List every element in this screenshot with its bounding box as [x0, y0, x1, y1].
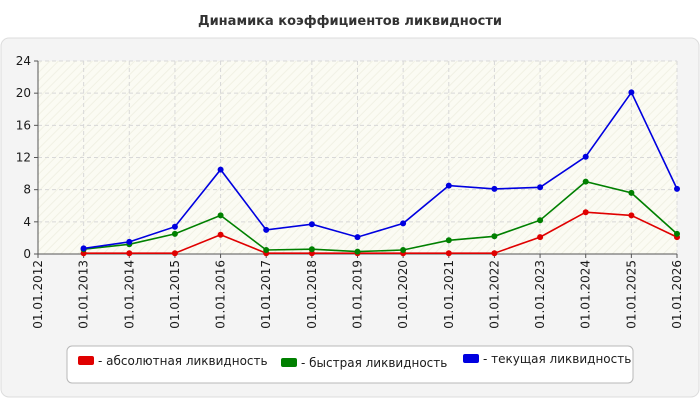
data-point-series-1 — [217, 212, 224, 219]
data-point-series-1 — [263, 247, 270, 253]
data-point-series-1 — [354, 248, 361, 255]
x-tick-label: 01.01.2024 — [579, 260, 593, 329]
data-point-series-0 — [217, 231, 224, 238]
data-point-series-2 — [171, 223, 178, 230]
y-tick-label: 4 — [23, 215, 31, 229]
grid-lines — [38, 60, 678, 254]
legend-box — [66, 345, 634, 384]
x-tick-label: 01.01.2026 — [670, 260, 684, 329]
data-point-series-2 — [354, 234, 361, 241]
chart-title: Динамика коэффициентов ликвидности — [198, 14, 502, 29]
data-point-series-0 — [628, 212, 635, 219]
x-tick-label: 01.01.2014 — [122, 260, 136, 329]
legend-label: - быстрая ликвидность — [301, 356, 447, 370]
y-tick-label: 0 — [23, 247, 31, 261]
x-tick-label: 01.01.2022 — [487, 260, 501, 329]
data-point-series-0 — [537, 234, 544, 241]
x-tick-label: 01.01.2015 — [168, 260, 182, 329]
legend-label: - абсолютная ликвидность — [98, 354, 268, 368]
data-point-series-2 — [537, 184, 544, 191]
data-point-series-1 — [674, 230, 680, 237]
data-point-series-2 — [263, 226, 270, 233]
legend-swatch — [78, 356, 94, 365]
y-tick-label: 24 — [16, 54, 31, 68]
legend: - абсолютная ликвидность - быстрая ликвид… — [78, 352, 631, 370]
data-point-series-2 — [491, 185, 498, 192]
x-tick-label: 01.01.2012 — [31, 260, 45, 329]
data-point-series-2 — [445, 182, 452, 189]
y-tick-label: 20 — [16, 86, 31, 100]
x-tick-label: 01.01.2013 — [77, 260, 91, 329]
series-line-2 — [83, 90, 678, 250]
x-tick-label: 01.01.2020 — [396, 260, 410, 329]
series-lines — [80, 89, 680, 257]
data-point-series-0 — [126, 250, 133, 257]
data-point-series-2 — [217, 166, 224, 173]
y-tick-label: 8 — [23, 183, 31, 197]
x-tick-label: 01.01.2017 — [259, 260, 273, 329]
data-point-series-2 — [308, 221, 315, 228]
data-point-series-1 — [582, 178, 589, 185]
data-point-series-1 — [308, 246, 315, 253]
data-point-series-1 — [491, 233, 498, 240]
legend-label: - текущая ликвидность — [483, 352, 631, 366]
y-tick-label: 16 — [16, 118, 31, 132]
data-point-series-2 — [582, 153, 589, 160]
data-point-series-0 — [491, 250, 498, 257]
data-point-series-2 — [674, 185, 680, 192]
data-point-series-2 — [628, 89, 635, 96]
x-tick-label: 01.01.2025 — [624, 260, 638, 329]
data-point-series-2 — [126, 238, 133, 245]
data-point-series-0 — [171, 250, 178, 257]
series-line-0 — [83, 211, 678, 254]
legend-swatch — [463, 354, 479, 363]
series-line-1 — [83, 180, 678, 253]
x-axis-tick-labels: 01.01.2012 01.01.2013 01.01.2014 01.01.2015… — [31, 260, 684, 329]
data-point-series-2 — [80, 245, 87, 252]
legend-swatch — [281, 358, 297, 367]
data-point-series-1 — [628, 189, 635, 196]
x-tick-label: 01.01.2023 — [533, 260, 547, 329]
x-tick-label: 01.01.2021 — [442, 260, 456, 329]
data-point-series-2 — [400, 220, 407, 227]
x-tick-label: 01.01.2016 — [214, 260, 228, 329]
x-tick-label: 01.01.2018 — [305, 260, 319, 329]
x-tick-label: 01.01.2019 — [351, 260, 365, 329]
data-point-series-1 — [537, 217, 544, 224]
data-point-series-0 — [445, 250, 452, 257]
y-axis-tick-labels: 0 4 8 12 16 20 24 — [16, 54, 31, 261]
data-point-series-1 — [400, 247, 407, 253]
data-point-series-1 — [445, 237, 452, 244]
data-point-series-1 — [171, 230, 178, 237]
y-tick-label: 12 — [16, 151, 31, 165]
data-point-series-0 — [582, 209, 589, 216]
